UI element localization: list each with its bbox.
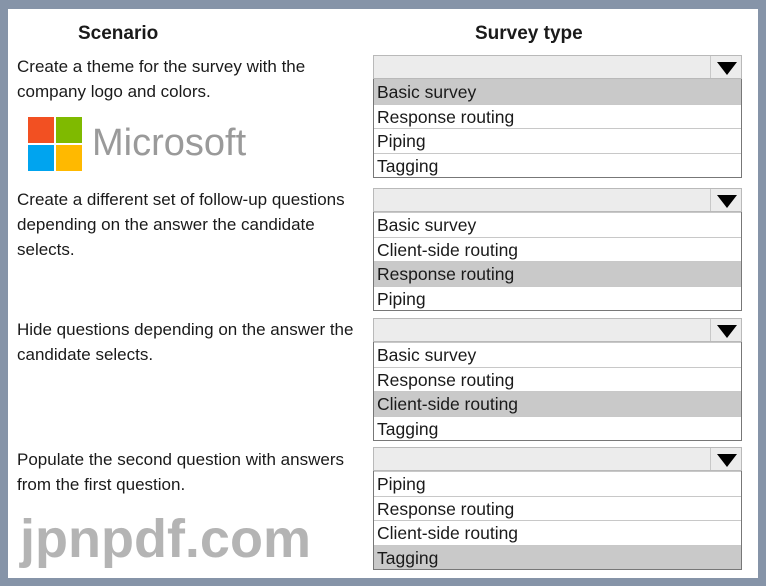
dropdown-option[interactable]: Client-side routing	[374, 391, 741, 416]
dropdown-option[interactable]: Response routing	[374, 103, 741, 128]
dropdown-selected[interactable]	[373, 188, 742, 212]
chevron-down-icon[interactable]	[710, 448, 741, 470]
watermark-text: jpnpdf.com	[20, 509, 311, 569]
dropdown-option[interactable]: Tagging	[374, 152, 741, 177]
dropdown-option[interactable]: Piping	[374, 285, 741, 310]
logo-square-green	[56, 117, 82, 143]
chevron-down-icon[interactable]	[710, 56, 741, 78]
logo-square-yellow	[56, 145, 82, 171]
dropdown-options: Basic survey Response routing Client-side …	[373, 342, 742, 441]
dropdown-options: Basic survey Client-side routing Response …	[373, 212, 742, 311]
dropdown-options: Basic survey Response routing Piping Taggin…	[373, 79, 742, 178]
dropdown-selected[interactable]	[373, 318, 742, 342]
survey-type-header: Survey type	[475, 23, 583, 44]
dropdown-option[interactable]: Response routing	[374, 366, 741, 391]
microsoft-logo-watermark: Microsoft	[28, 117, 288, 173]
dropdown-option[interactable]: Client-side routing	[374, 236, 741, 261]
chevron-down-icon[interactable]	[710, 319, 741, 341]
survey-type-dropdown[interactable]: Basic survey Client-side routing Response …	[373, 188, 742, 311]
scenario-text: Create a different set of follow-up ques…	[17, 190, 345, 259]
survey-type-dropdown[interactable]: Basic survey Response routing Piping Taggin…	[373, 55, 742, 178]
dropdown-options: Piping Response routing Client-side routin…	[373, 471, 742, 570]
dropdown-option[interactable]: Basic survey	[374, 79, 741, 104]
logo-text: Microsoft	[92, 122, 247, 164]
logo-square-blue	[28, 145, 54, 171]
chevron-down-icon[interactable]	[710, 189, 741, 211]
dropdown-option[interactable]: Piping	[374, 128, 741, 153]
dropdown-selected[interactable]	[373, 447, 742, 471]
scenario-text: Create a theme for the survey with the c…	[17, 57, 306, 101]
dropdown-option[interactable]: Response routing	[374, 261, 741, 286]
survey-type-dropdown[interactable]: Basic survey Response routing Client-side …	[373, 318, 742, 441]
scenario-text: Populate the second question with answer…	[17, 450, 344, 494]
scenario-text: Hide questions depending on the answer t…	[17, 320, 354, 364]
dropdown-option[interactable]: Basic survey	[374, 342, 741, 367]
survey-type-dropdown[interactable]: Piping Response routing Client-side routin…	[373, 447, 742, 570]
scenario-header: Scenario	[78, 23, 159, 44]
dropdown-option[interactable]: Tagging	[374, 415, 741, 440]
dropdown-option[interactable]: Basic survey	[374, 212, 741, 237]
dropdown-selected[interactable]	[373, 55, 742, 79]
dropdown-option[interactable]: Client-side routing	[374, 520, 741, 545]
logo-square-red	[28, 117, 54, 143]
dropdown-option[interactable]: Response routing	[374, 495, 741, 520]
dropdown-option[interactable]: Tagging	[374, 544, 741, 569]
dropdown-option[interactable]: Piping	[374, 471, 741, 496]
